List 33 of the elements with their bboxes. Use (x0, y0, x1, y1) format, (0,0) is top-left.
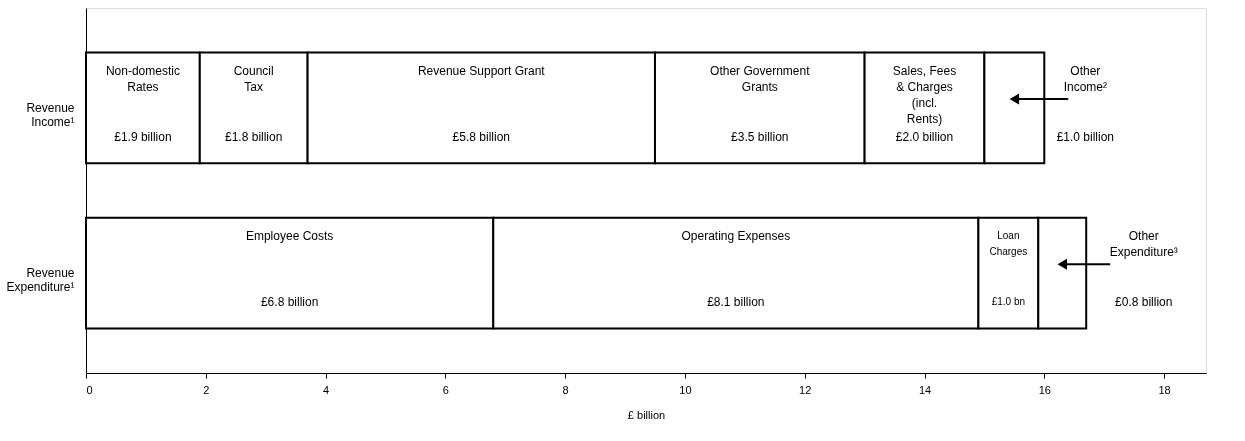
data-label: £1.0 bn (991, 295, 1026, 307)
data-label: £6.8 billion (260, 294, 319, 309)
series-label: Revenue Support Grant (417, 63, 546, 78)
x-tick-label: 8 (562, 383, 569, 396)
series-label: Other Government Grants (710, 63, 811, 94)
y-tick-label: Revenue Income¹ (26, 100, 75, 129)
series-label: Loan Charges (989, 230, 1028, 258)
series-label: Non-domestic Rates (105, 63, 180, 94)
series-label: Other Expenditure³ (1109, 229, 1178, 260)
data-label: £1.0 billion (1056, 129, 1115, 144)
x-tick-label: 4 (323, 383, 330, 396)
y-tick-label: Revenue Expenditure¹ (6, 266, 75, 295)
x-tick-label: 16 (1038, 383, 1051, 396)
series-label: Employee Costs (245, 229, 334, 244)
series-label: Council Tax (233, 63, 274, 94)
x-tick-label: 2 (203, 383, 210, 396)
x-tick-label: 14 (918, 383, 932, 396)
x-tick-label: 10 (679, 383, 692, 396)
data-label: £5.8 billion (452, 129, 510, 144)
x-tick-label: 6 (442, 383, 449, 396)
x-tick-label: 18 (1158, 383, 1171, 396)
data-label: £2.0 billion (895, 129, 954, 144)
data-label: £0.8 billion (1115, 294, 1173, 309)
data-label: £3.5 billion (731, 129, 789, 144)
series-label: Sales, Fees & Charges (incl. Rents) (892, 63, 957, 126)
data-label: £1.8 billion (225, 129, 283, 144)
series-label: Other Income² (1063, 63, 1108, 94)
data-label: £1.9 billion (114, 129, 172, 144)
x-tick-label: 0 (86, 383, 93, 396)
x-tick-label: 12 (799, 383, 812, 396)
data-label: £8.1 billion (707, 294, 765, 309)
series-label: Operating Expenses (681, 229, 791, 244)
x-axis-title: £ billion (627, 408, 666, 421)
